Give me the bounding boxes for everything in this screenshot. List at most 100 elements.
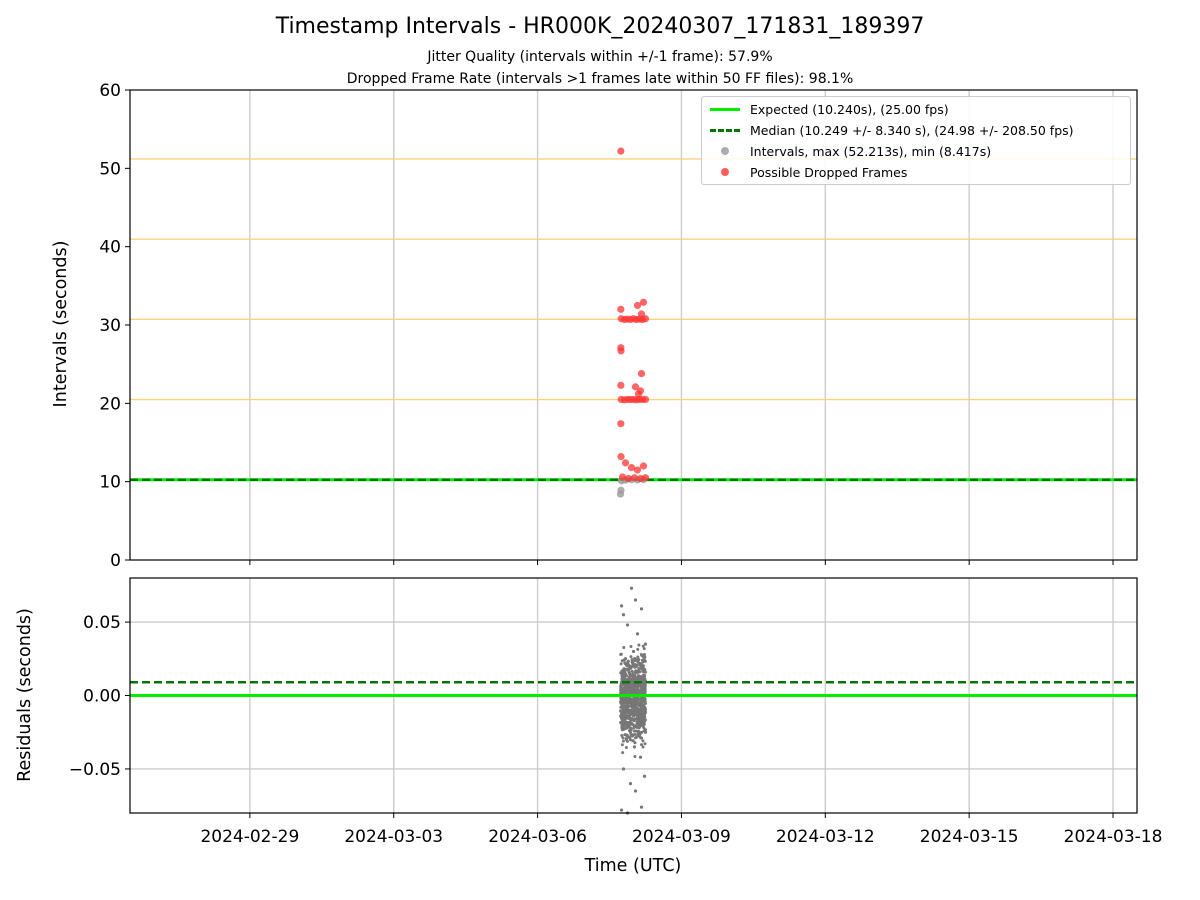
legend-item-intervals: Intervals, max (52.213s), min (8.417s) (702, 141, 1130, 161)
residual-point (631, 723, 635, 727)
residual-point (637, 658, 641, 662)
residual-point (629, 726, 633, 730)
residual-point (629, 644, 633, 648)
residual-point (635, 658, 639, 662)
dropped-frame-point (633, 301, 642, 310)
residual-point (633, 598, 638, 602)
residual-point (631, 649, 636, 654)
residual-point (626, 697, 630, 701)
dropped-frame-point (617, 420, 625, 428)
residual-point (621, 707, 625, 711)
intervals-y-axis-label: Intervals (seconds) (51, 241, 71, 408)
residual-point (637, 643, 641, 647)
dropped-frame-point (641, 315, 650, 323)
intervals-y-tick-label: 30 (99, 316, 121, 336)
residual-point (631, 664, 635, 668)
residual-point (640, 701, 644, 705)
legend-label-median: Median (10.249 +/- 8.340 s), (24.98 +/- … (750, 122, 1074, 138)
residual-point (625, 623, 630, 627)
legend-swatch-expected (710, 108, 740, 111)
residual-point (637, 661, 642, 665)
residual-point (623, 698, 627, 702)
residual-point (629, 655, 633, 659)
residual-point (620, 734, 624, 738)
residual-point (643, 642, 648, 646)
intervals-y-tick-label: 10 (99, 473, 121, 493)
residual-point (621, 751, 625, 755)
residual-point (620, 671, 625, 676)
residual-point (619, 653, 623, 657)
dropped-frame-point (633, 466, 642, 474)
residual-point (643, 718, 647, 722)
residual-point (620, 723, 624, 727)
residual-point (637, 704, 641, 708)
residual-point (621, 767, 626, 771)
residual-point (636, 647, 640, 651)
residual-point (630, 669, 634, 673)
residual-point (643, 730, 648, 734)
legend-item-expected: Expected (10.240s), (25.00 fps) (702, 99, 1130, 119)
residual-point (629, 697, 633, 701)
dropped-frame-point (634, 390, 643, 398)
residual-point (627, 708, 631, 712)
residual-point (641, 698, 645, 702)
residual-point (621, 719, 625, 723)
x-tick-label: 2024-03-18 (1064, 827, 1163, 847)
residual-point (624, 708, 628, 712)
residual-point (636, 720, 641, 724)
residual-point (642, 715, 646, 719)
legend-swatch-median (710, 129, 740, 132)
dropped-frame-point (617, 453, 625, 461)
intervals-y-tick-label: 60 (99, 81, 121, 101)
residual-point (631, 739, 635, 743)
dropped-frame-point (618, 473, 627, 481)
residual-point (627, 670, 631, 674)
residual-point (624, 746, 628, 750)
dropped-frame-point (627, 463, 636, 472)
dropped-frame-point (641, 474, 650, 482)
residual-point (634, 671, 638, 675)
residual-point (621, 739, 625, 743)
chart-subtitle-dropped: Dropped Frame Rate (intervals >1 frames … (346, 71, 854, 87)
residual-point (632, 745, 637, 749)
residual-point (640, 691, 644, 695)
residual-point (639, 717, 643, 721)
residual-point (627, 729, 631, 733)
x-axis-label: Time (UTC) (584, 856, 682, 876)
residual-point (620, 715, 624, 719)
residual-point (633, 674, 637, 678)
intervals-y-tick-label: 50 (99, 159, 121, 179)
residual-point (634, 709, 638, 713)
residual-point (626, 687, 630, 691)
residual-point (623, 676, 627, 680)
residual-point (622, 724, 626, 728)
residual-point (642, 722, 646, 726)
residuals-y-axis-label: Residuals (seconds) (15, 608, 35, 782)
residual-point (641, 655, 645, 659)
residual-point (637, 666, 641, 670)
residual-point (620, 743, 624, 747)
residual-point (625, 734, 629, 738)
dropped-frame-point (621, 459, 630, 467)
residual-point (633, 701, 637, 705)
residual-point (643, 728, 647, 732)
legend-label-dropped: Possible Dropped Frames (750, 164, 908, 180)
residuals-panel: 2024-02-29 2024-03-03 2024-03-06 2024-03-09… (69, 577, 1163, 847)
dropped-frame-point (641, 395, 650, 404)
residual-point (635, 713, 639, 717)
residual-point (642, 687, 646, 691)
intervals-y-tick-label: 20 (99, 394, 121, 414)
residual-point (630, 660, 634, 664)
residual-point (627, 676, 632, 680)
residual-point (620, 701, 624, 705)
legend-swatch-dropped (721, 168, 729, 176)
chart-subtitle-jitter: Jitter Quality (intervals within +/-1 fr… (427, 49, 773, 65)
residual-point (637, 723, 641, 727)
residual-point (622, 721, 626, 725)
residual-point (622, 646, 626, 650)
residual-point (641, 679, 646, 683)
residual-point (638, 675, 642, 679)
x-tick-label: 2024-03-03 (344, 827, 443, 847)
legend-label-expected: Expected (10.240s), (25.00 fps) (750, 101, 949, 117)
residual-point (642, 673, 646, 677)
